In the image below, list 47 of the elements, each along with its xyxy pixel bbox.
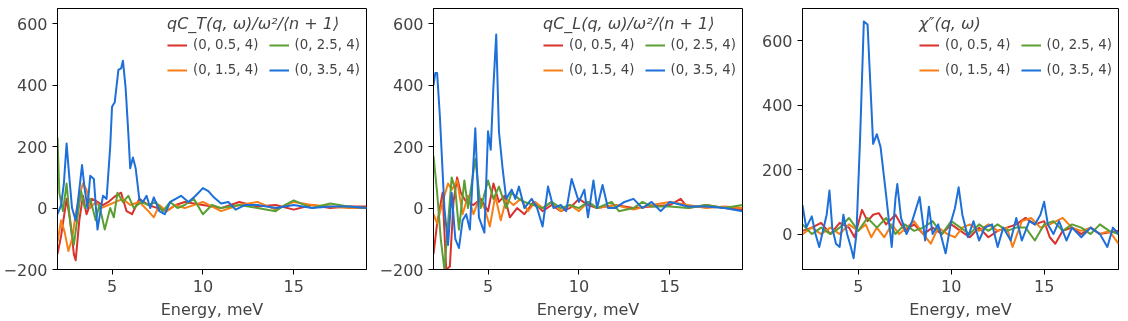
legend-label: (0, 2.5, 4) [1046, 37, 1112, 52]
legend-label: (0, 0.5, 4) [568, 37, 635, 52]
legend-label: (0, 3.5, 4) [670, 62, 736, 77]
legend-label: (0, 0.5, 4) [944, 37, 1011, 52]
x-tick-label: 10 [192, 276, 214, 296]
x-tick-label: 10 [941, 276, 962, 296]
legend-label: (0, 2.5, 4) [294, 37, 360, 52]
legend-title: qC_T(q, ω)/ω²/⟨n + 1⟩ [166, 14, 341, 33]
x-tick-label: 5 [853, 276, 864, 296]
y-tick-label: 0 [413, 199, 424, 219]
y-tick-label: 400 [392, 76, 424, 96]
x-tick-label: 15 [659, 276, 680, 296]
x-axis-title: Energy, meV [909, 299, 1012, 319]
legend-label: (0, 2.5, 4) [670, 37, 736, 52]
y-tick-label: −200 [3, 260, 48, 280]
y-tick-label: 400 [761, 96, 793, 116]
legend-title: qC_L(q, ω)/ω²/⟨n + 1⟩ [542, 14, 716, 33]
line-series [802, 208, 1119, 245]
line-series [802, 216, 1119, 248]
x-tick-label: 5 [482, 276, 494, 296]
y-tick-label: 600 [761, 31, 793, 51]
y-tick-label: 600 [16, 14, 48, 34]
y-tick-label: 200 [392, 137, 424, 157]
line-series [433, 33, 743, 250]
legend-label: (0, 0.5, 4) [192, 37, 259, 52]
x-tick-label: 5 [106, 276, 118, 296]
y-tick-label: 200 [16, 137, 48, 157]
x-tick-label: 10 [568, 276, 590, 296]
legend-label: (0, 1.5, 4) [568, 62, 635, 77]
y-tick-label: 0 [37, 199, 48, 219]
y-tick-label: 600 [392, 14, 424, 34]
x-tick-label: 15 [1033, 276, 1055, 296]
legend-label: (0, 3.5, 4) [1046, 62, 1112, 77]
y-tick-label: 200 [761, 160, 793, 180]
legend-title: χ″(q, ω) [918, 14, 982, 33]
legend-label: (0, 1.5, 4) [192, 62, 259, 77]
legend-label: (0, 1.5, 4) [944, 62, 1011, 77]
line-series [57, 59, 367, 231]
line-series [802, 216, 1119, 242]
x-tick-label: 15 [283, 276, 304, 296]
y-tick-label: 0 [782, 225, 793, 245]
y-tick-label: 400 [16, 76, 48, 96]
y-tick-label: −200 [379, 260, 424, 280]
line-series [433, 179, 743, 228]
x-axis-title: Energy, meV [536, 299, 640, 319]
legend-label: (0, 3.5, 4) [294, 62, 360, 77]
x-axis-title: Energy, meV [160, 299, 264, 319]
